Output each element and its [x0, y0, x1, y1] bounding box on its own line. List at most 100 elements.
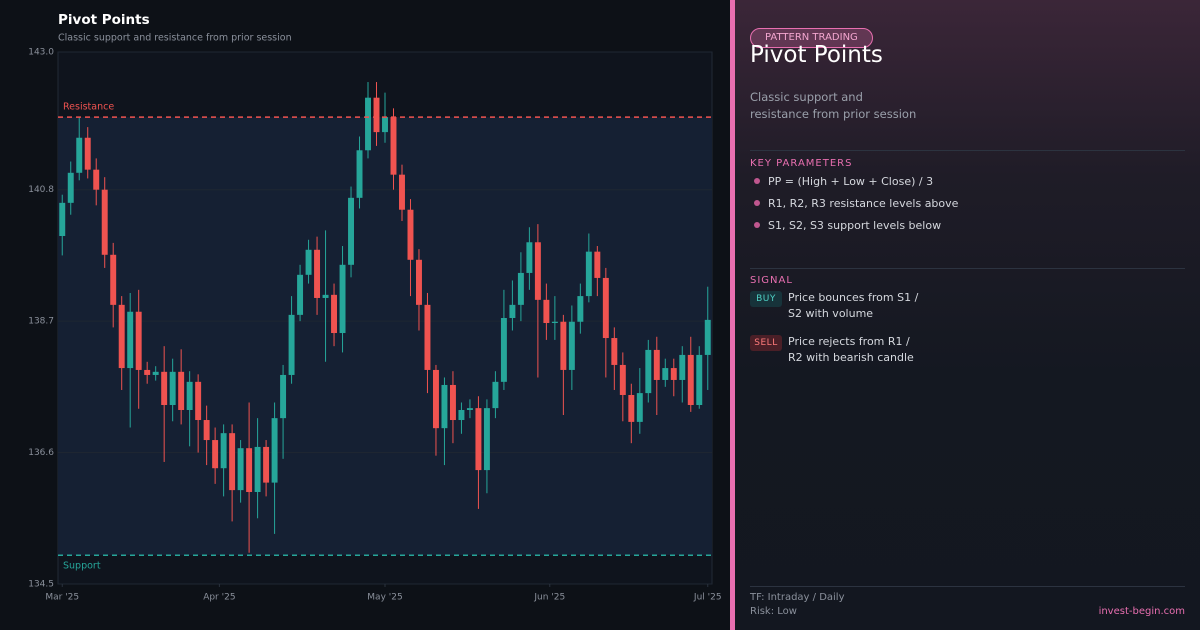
timeframe: TF: Intraday / Daily	[750, 592, 845, 603]
candle-body	[127, 311, 134, 369]
candle-body	[322, 294, 329, 298]
y-tick-label: 138.7	[28, 317, 54, 327]
candle-body	[59, 202, 66, 237]
candle-body	[670, 368, 677, 380]
parameter-item: R1, R2, R3 resistance levels above	[750, 197, 958, 210]
candle-body	[297, 274, 304, 315]
bullet	[754, 222, 760, 228]
candle-body	[280, 374, 287, 419]
candle-body	[662, 368, 669, 380]
candle-body	[619, 364, 626, 395]
parameter-item: PP = (High + Low + Close) / 3	[750, 175, 933, 188]
section-heading: SIGNAL	[750, 275, 793, 286]
candle-body	[696, 354, 703, 405]
parameter-text: S1, S2, S3 support levels below	[768, 219, 942, 232]
candle-body	[458, 410, 465, 421]
risk: Risk: Low	[750, 606, 797, 617]
candle-body	[416, 259, 422, 305]
separator	[750, 586, 1185, 587]
panel-title: Pivot Points	[750, 42, 883, 68]
candle-body	[407, 209, 414, 260]
x-tick-label: Mar '25	[45, 593, 79, 603]
signal-tag: SELL	[750, 335, 782, 351]
chart-title: Pivot Points	[58, 12, 150, 28]
x-tick-label: May '25	[367, 593, 402, 603]
badge: PATTERN TRADING	[750, 28, 873, 48]
candle-body	[424, 304, 431, 370]
candle-body	[229, 433, 236, 491]
candle-body	[212, 440, 219, 469]
candle-body	[551, 321, 558, 324]
parameter-text: PP = (High + Low + Close) / 3	[768, 175, 934, 188]
candle-body	[356, 150, 363, 198]
candle-body	[602, 277, 609, 339]
candle-body	[568, 321, 575, 370]
parameter-item: S1, S2, S3 support levels below	[750, 219, 941, 232]
candle-body	[500, 318, 507, 382]
candle-body	[594, 251, 601, 278]
chart-subtitle: Classic support and resistance from prio…	[58, 33, 292, 44]
candle-body	[653, 349, 660, 380]
candle-body	[67, 172, 74, 203]
separator	[750, 150, 1185, 151]
signal-tag: BUY	[750, 291, 782, 307]
candle-body	[441, 384, 448, 429]
y-tick-label: 140.8	[28, 185, 54, 195]
candle-body	[365, 97, 371, 151]
candle-body	[263, 446, 270, 483]
candle-body	[704, 319, 711, 355]
level-label: Resistance	[63, 102, 114, 113]
candle-body	[84, 137, 91, 170]
signal-text: Price rejects from R1 / R2 with bearish …	[788, 335, 914, 364]
candle-body	[203, 420, 210, 441]
candle-body	[483, 408, 490, 471]
parameter-text: R1, R2, R3 resistance levels above	[768, 197, 959, 210]
candle-body	[135, 311, 142, 370]
candle-body	[534, 242, 541, 300]
candle-body	[348, 197, 354, 265]
candle-body	[382, 117, 388, 133]
candle-body	[339, 264, 346, 334]
signal-text: Price bounces from S1 / S2 with volume	[788, 291, 919, 320]
candle-body	[93, 169, 100, 190]
candle-body	[432, 369, 439, 429]
separator	[750, 268, 1185, 269]
candle-body	[169, 371, 176, 405]
y-tick-label: 143.0	[28, 48, 54, 58]
bullet	[754, 200, 760, 206]
candle-body	[492, 381, 499, 409]
candle-body	[526, 242, 533, 273]
candle-body	[373, 97, 380, 133]
candle-body	[636, 393, 643, 422]
candle-body	[543, 299, 550, 324]
candle-body	[314, 249, 321, 298]
level-label: Support	[63, 561, 101, 572]
chart: Pivot Points Classic support and resista…	[28, 12, 721, 603]
candle-body	[101, 189, 108, 255]
candle-body	[390, 117, 397, 175]
candle-body	[144, 369, 151, 375]
candle-body	[237, 448, 244, 491]
y-tick-label: 134.5	[28, 580, 54, 590]
candle-body	[246, 448, 253, 492]
candle-body	[645, 349, 652, 394]
candle-body	[611, 338, 618, 365]
candle-body	[220, 433, 227, 469]
candle-body	[288, 314, 295, 375]
x-tick-label: Apr '25	[203, 593, 235, 603]
candle-body	[331, 294, 338, 334]
x-tick-label: Jun '25	[533, 593, 565, 603]
candle-body	[110, 254, 117, 305]
candle-body	[254, 446, 261, 492]
candle-body	[466, 408, 473, 411]
candle-body	[76, 137, 83, 173]
candle-body	[305, 249, 312, 275]
candle-body	[449, 384, 456, 421]
candle-body	[161, 371, 168, 405]
bullet	[754, 178, 760, 184]
candle-body	[517, 272, 524, 305]
candle-body	[628, 394, 635, 422]
candle-body	[152, 371, 159, 375]
candle-body	[509, 304, 516, 318]
